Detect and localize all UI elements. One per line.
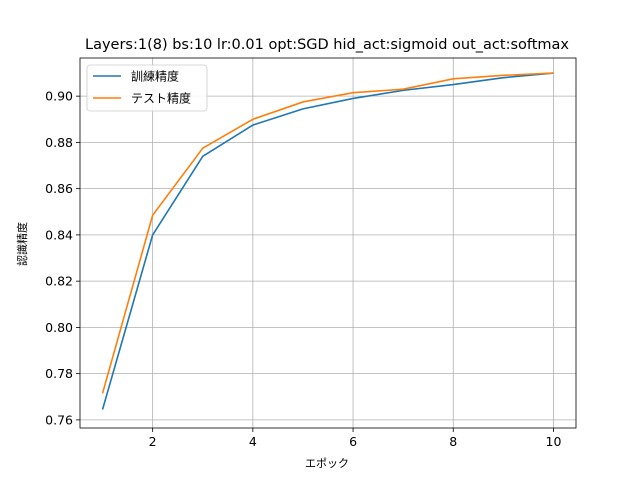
x-tick-label: 4	[249, 434, 257, 449]
y-tick-label: 0.78	[45, 366, 73, 381]
y-tick-label: 0.80	[45, 320, 73, 335]
y-tick-label: 0.82	[45, 274, 73, 289]
y-tick-label: 0.86	[45, 181, 73, 196]
y-axis-label: 認識精度	[15, 222, 29, 266]
series-line-1	[101, 72, 554, 410]
y-tick-label: 0.90	[45, 89, 73, 104]
x-tick-label: 2	[149, 434, 157, 449]
series-line-2	[101, 72, 554, 394]
x-tick-label: 6	[349, 434, 357, 449]
x-axis-label: エポック	[305, 457, 349, 470]
legend-label-2: テスト精度	[131, 91, 191, 106]
y-tick-label: 0.76	[45, 412, 73, 427]
plot-frame	[79, 57, 577, 429]
x-tick-label: 10	[546, 434, 562, 449]
y-tick-label: 0.88	[45, 135, 73, 150]
x-tick-label: 8	[449, 434, 457, 449]
chart-title: Layers:1(8) bs:10 lr:0.01 opt:SGD hid_ac…	[85, 37, 569, 53]
legend-label-1: 訓練精度	[131, 69, 179, 84]
y-tick-label: 0.84	[45, 227, 73, 242]
